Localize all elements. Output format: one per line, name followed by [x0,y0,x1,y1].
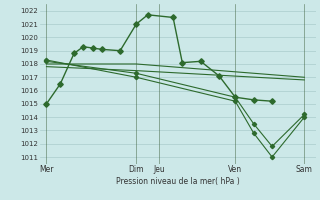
X-axis label: Pression niveau de la mer( hPa ): Pression niveau de la mer( hPa ) [116,177,240,186]
